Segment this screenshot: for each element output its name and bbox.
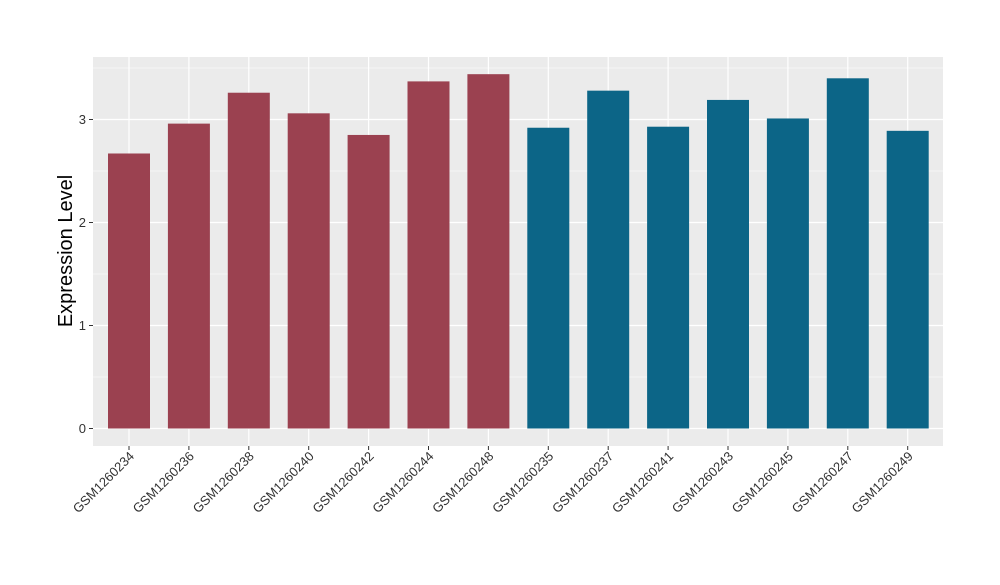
bar-GSM1260238 — [227, 92, 270, 429]
y-tick-label: 2 — [79, 215, 86, 230]
x-tick-label: GSM1260248 — [429, 449, 496, 516]
bar-GSM1260245 — [766, 118, 809, 429]
x-tick-label: GSM1260243 — [669, 449, 736, 516]
bar-GSM1260240 — [287, 113, 330, 429]
y-tick-label: 0 — [79, 421, 86, 436]
x-tick-label: GSM1260249 — [848, 449, 915, 516]
x-tick-label: GSM1260236 — [130, 449, 197, 516]
x-tick-label: GSM1260244 — [369, 449, 436, 516]
plot-panel — [93, 57, 943, 446]
bar-GSM1260242 — [347, 134, 390, 429]
bar-GSM1260247 — [826, 78, 869, 429]
x-tick-label: GSM1260247 — [789, 449, 856, 516]
bars — [108, 74, 929, 429]
bar-GSM1260236 — [167, 123, 210, 429]
x-axis: GSM1260234GSM1260236GSM1260238GSM1260240… — [70, 446, 916, 516]
x-tick-label: GSM1260242 — [309, 449, 376, 516]
bar-GSM1260244 — [407, 81, 450, 429]
y-tick-label: 3 — [79, 112, 86, 127]
x-tick-label: GSM1260241 — [609, 449, 676, 516]
bar-GSM1260243 — [707, 99, 749, 429]
y-tick-label: 1 — [79, 318, 86, 333]
x-tick-label: GSM1260240 — [249, 449, 316, 516]
y-axis-title: Expression Level — [55, 175, 77, 327]
x-tick-label: GSM1260245 — [729, 449, 796, 516]
x-tick-label: GSM1260235 — [489, 449, 556, 516]
bar-GSM1260248 — [467, 74, 510, 429]
bar-GSM1260235 — [527, 127, 570, 429]
y-axis: 0 1 2 3 — [79, 112, 93, 436]
x-tick-label: GSM1260238 — [190, 449, 257, 516]
bar-GSM1260237 — [587, 90, 630, 429]
bar-GSM1260241 — [647, 126, 690, 429]
x-tick-label: GSM1260234 — [70, 449, 137, 516]
bar-GSM1260234 — [108, 153, 150, 429]
x-tick-label: GSM1260237 — [549, 449, 616, 516]
bar-GSM1260249 — [886, 130, 929, 429]
